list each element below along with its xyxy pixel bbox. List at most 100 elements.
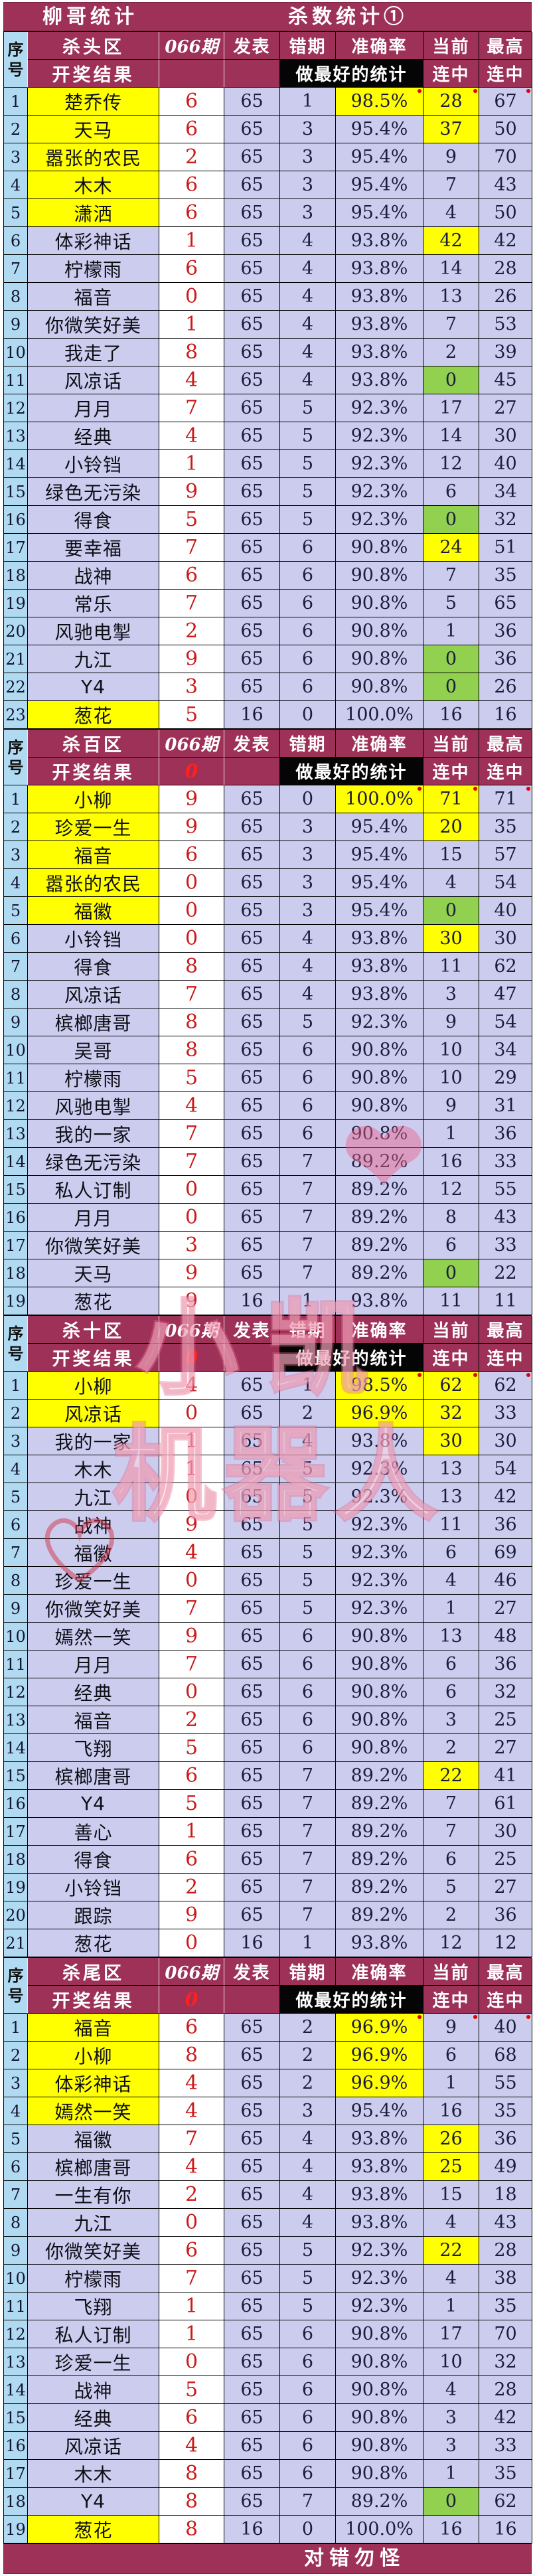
max-header: 最高 <box>479 1958 532 1986</box>
cell-seq: 15 <box>4 478 28 506</box>
cell-name: 福音 <box>28 283 159 311</box>
zone-header: 杀十区 <box>28 1316 159 1344</box>
cell-wrong-periods: 1 <box>280 1372 336 1400</box>
cell-current-streak: 9 <box>423 1092 479 1120</box>
cell-published: 65 <box>224 2209 280 2237</box>
cell-published: 65 <box>224 2488 280 2516</box>
cell-published: 65 <box>224 339 280 366</box>
cell-published: 65 <box>224 1036 280 1064</box>
cell-published: 65 <box>224 617 280 645</box>
cell-published: 65 <box>224 1650 280 1678</box>
cell-max-streak: 67 <box>479 88 532 116</box>
cell-max-streak: 12 <box>479 1929 532 1957</box>
cell-current-streak: 11 <box>423 1287 479 1315</box>
cell-seq: 19 <box>4 590 28 617</box>
cell-accuracy: 93.8% <box>336 227 423 255</box>
cell-wrong-periods: 7 <box>280 1176 336 1204</box>
cell-published: 65 <box>224 2181 280 2209</box>
cell-wrong-periods: 5 <box>280 422 336 450</box>
cell-wrong-periods: 3 <box>280 897 336 925</box>
cell-published: 65 <box>224 1901 280 1929</box>
cell-wrong-periods: 5 <box>280 1539 336 1567</box>
cell-kill-number: 6 <box>159 2014 224 2042</box>
cell-published: 65 <box>224 2237 280 2265</box>
cell-seq: 1 <box>4 2014 28 2042</box>
cell-published: 65 <box>224 897 280 925</box>
period-header: 066期 <box>159 1958 224 1986</box>
cell-accuracy: 95.4% <box>336 869 423 897</box>
cell-published: 65 <box>224 1511 280 1539</box>
cell-current-streak: 11 <box>423 1511 479 1539</box>
cell-kill-number: 4 <box>159 366 224 394</box>
period-header: 066期 <box>159 1316 224 1344</box>
cell-kill-number: 0 <box>159 1483 224 1511</box>
cell-accuracy: 90.8% <box>336 2432 423 2460</box>
cell-accuracy: 93.8% <box>336 981 423 1008</box>
cell-published: 65 <box>224 1148 280 1176</box>
cell-current-streak: 32 <box>423 1400 479 1427</box>
cell-seq: 6 <box>4 1511 28 1539</box>
cell-max-streak: 36 <box>479 2125 532 2153</box>
cell-max-streak: 53 <box>479 311 532 339</box>
cell-max-streak: 36 <box>479 617 532 645</box>
empty-header-cell <box>224 1344 280 1372</box>
table-row: 11 飞翔 1 65 5 92.3% 1 35 <box>3 2293 532 2320</box>
cell-seq: 3 <box>4 143 28 171</box>
cell-seq: 2 <box>4 813 28 841</box>
max-streak-header: 连中 <box>479 1344 532 1372</box>
cell-wrong-periods: 5 <box>280 1455 336 1483</box>
cell-max-streak: 34 <box>479 1036 532 1064</box>
cell-max-streak: 33 <box>479 2432 532 2460</box>
cell-seq: 12 <box>4 394 28 422</box>
result-label: 开奖结果 <box>28 1344 159 1372</box>
cell-wrong-periods: 6 <box>280 1092 336 1120</box>
cell-name: 你微笑好美 <box>28 311 159 339</box>
result-label: 开奖结果 <box>28 758 159 785</box>
cell-accuracy: 98.5% <box>336 88 423 116</box>
cell-max-streak: 27 <box>479 394 532 422</box>
cell-wrong-periods: 3 <box>280 199 336 227</box>
cell-wrong-periods: 5 <box>280 2237 336 2265</box>
table-row: 17 木木 8 65 6 90.8% 1 35 <box>3 2460 532 2488</box>
cell-max-streak: 46 <box>479 1567 532 1595</box>
cell-kill-number: 6 <box>159 171 224 199</box>
table-row: 21 葱花 0 16 1 93.8% 12 12 <box>3 1929 532 1957</box>
cell-current-streak: 4 <box>423 2209 479 2237</box>
table-row: 4 木木 6 65 3 95.4% 7 43 <box>3 171 532 199</box>
cell-wrong-periods: 2 <box>280 2014 336 2042</box>
cell-kill-number: 4 <box>159 2097 224 2125</box>
cell-kill-number: 2 <box>159 2181 224 2209</box>
cell-wrong-periods: 5 <box>280 2293 336 2320</box>
cell-seq: 7 <box>4 1539 28 1567</box>
cell-seq: 21 <box>4 1929 28 1957</box>
cell-accuracy: 90.8% <box>336 1623 423 1650</box>
cell-max-streak: 43 <box>479 1204 532 1232</box>
cell-accuracy: 92.3% <box>336 2237 423 2265</box>
cell-wrong-periods: 7 <box>280 2488 336 2516</box>
cell-kill-number: 6 <box>159 841 224 869</box>
table-row: 14 战神 5 65 6 90.8% 4 28 <box>3 2376 532 2404</box>
cell-seq: 12 <box>4 2320 28 2348</box>
cell-current-streak: 14 <box>423 422 479 450</box>
cell-published: 65 <box>224 394 280 422</box>
cell-max-streak: 42 <box>479 2404 532 2432</box>
cell-max-streak: 39 <box>479 339 532 366</box>
cell-kill-number: 0 <box>159 1204 224 1232</box>
cell-published: 65 <box>224 2153 280 2181</box>
table-row: 15 绿色无污染 9 65 5 92.3% 6 34 <box>3 478 532 506</box>
cell-max-streak: 29 <box>479 1064 532 1092</box>
cell-kill-number: 8 <box>159 2042 224 2069</box>
cell-accuracy: 89.2% <box>336 2488 423 2516</box>
cell-accuracy: 93.8% <box>336 1929 423 1957</box>
cell-published: 65 <box>224 590 280 617</box>
zone-header: 杀百区 <box>28 730 159 758</box>
cell-current-streak: 0 <box>423 645 479 673</box>
cell-published: 65 <box>224 143 280 171</box>
cell-published: 65 <box>224 925 280 953</box>
cell-wrong-periods: 4 <box>280 925 336 953</box>
cell-published: 65 <box>224 478 280 506</box>
cell-seq: 4 <box>4 2097 28 2125</box>
cell-published: 65 <box>224 1400 280 1427</box>
cell-kill-number: 0 <box>159 1567 224 1595</box>
cell-name: 小铃铛 <box>28 925 159 953</box>
